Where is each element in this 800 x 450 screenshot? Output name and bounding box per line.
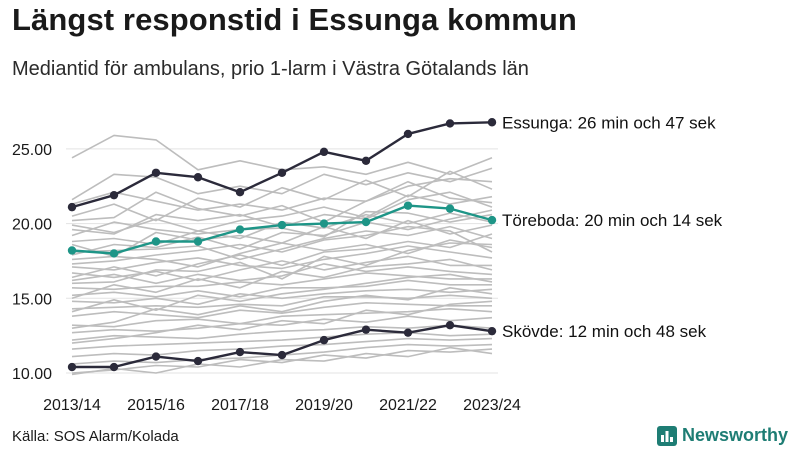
data-point-töreboda (109, 249, 119, 258)
axis-labels-layer: 10.00 15.00 20.00 25.00 2013/14 2015/16 2017/1… (12, 142, 521, 414)
y-tick-label: 10.00 (12, 366, 52, 383)
data-point-töreboda (319, 219, 329, 228)
data-point-skövde (361, 325, 371, 334)
background-series-line (71, 331, 493, 350)
brand-name: Newsworthy (681, 425, 788, 445)
background-series-line (71, 225, 493, 265)
data-point-essunga (193, 173, 203, 182)
background-series-line (71, 279, 492, 298)
data-point-skövde (109, 362, 119, 372)
background-series-line (71, 180, 493, 223)
x-tick-label: 2015/16 (127, 397, 185, 414)
background-series-line (71, 242, 493, 285)
background-series-line (71, 337, 493, 358)
data-point-skövde (445, 320, 455, 330)
data-point-töreboda (193, 237, 203, 246)
y-tick-label: 25.00 (12, 142, 52, 159)
background-series-line (71, 239, 493, 268)
annotation-layer: Essunga: 26 min och 47 sek Töreboda: 20 m… (502, 113, 723, 341)
background-series-line (71, 348, 493, 374)
background-series-line (71, 177, 493, 211)
x-tick-label: 2013/14 (43, 397, 101, 414)
background-series-line (71, 294, 493, 310)
background-series-line (71, 273, 493, 313)
background-series-line (71, 167, 493, 201)
data-point-essunga (235, 187, 245, 197)
background-series-line (71, 324, 493, 341)
data-point-skövde (151, 352, 161, 361)
bar-chart-icon (656, 425, 677, 446)
data-point-skövde (277, 350, 287, 360)
x-tick-label: 2017/18 (211, 397, 269, 414)
data-point-essunga (109, 190, 119, 200)
brand: Newsworthy (656, 425, 788, 446)
data-point-essunga (487, 118, 497, 127)
series-end-label-skövde: Skövde: 12 min och 48 sek (502, 322, 707, 341)
x-tick-label: 2023/24 (463, 397, 521, 414)
data-point-skövde (403, 328, 413, 337)
data-point-essunga (361, 156, 371, 166)
data-point-töreboda (235, 225, 245, 234)
y-tick-label: 20.00 (12, 217, 52, 234)
background-series-line (71, 263, 493, 285)
background-series-layer (71, 134, 493, 376)
data-point-töreboda (445, 204, 455, 213)
page-title: Längst responstid i Essunga kommun (12, 2, 577, 37)
data-point-skövde (67, 362, 77, 372)
data-point-töreboda (487, 215, 497, 225)
data-point-essunga (151, 168, 161, 177)
data-point-essunga (445, 119, 455, 128)
line-chart: 10.00 15.00 20.00 25.00 2013/14 2015/16 2017/1… (12, 113, 723, 414)
x-tick-label: 2021/22 (379, 397, 437, 414)
data-point-essunga (67, 202, 77, 212)
data-point-töreboda (67, 246, 77, 255)
data-point-essunga (319, 147, 329, 157)
x-tick-label: 2019/20 (295, 397, 353, 414)
background-series-line (71, 286, 493, 329)
source-note: Källa: SOS Alarm/Kolada (12, 428, 179, 445)
page-subtitle: Mediantid för ambulans, prio 1-larm i Vä… (12, 58, 529, 80)
background-series-line (71, 288, 493, 306)
data-point-skövde (487, 326, 497, 336)
data-point-skövde (319, 335, 329, 345)
series-end-label-essunga: Essunga: 26 min och 47 sek (502, 113, 716, 132)
data-point-töreboda (403, 201, 413, 210)
background-series-line (71, 225, 493, 261)
background-series-line (71, 346, 493, 376)
series-end-label-töreboda: Töreboda: 20 min och 14 sek (502, 211, 723, 230)
y-tick-label: 15.00 (12, 291, 52, 308)
data-point-töreboda (361, 217, 371, 227)
background-series-line (71, 300, 493, 344)
data-point-skövde (193, 356, 203, 366)
background-series-line (71, 134, 493, 176)
data-point-essunga (277, 168, 287, 177)
background-series-line (71, 170, 493, 222)
data-point-töreboda (151, 237, 161, 246)
background-series-line (71, 233, 493, 279)
background-series-line (71, 315, 493, 334)
highlighted-series-layer (67, 118, 497, 372)
data-point-essunga (403, 129, 413, 139)
data-point-skövde (235, 347, 245, 357)
data-point-töreboda (277, 220, 287, 230)
background-series-line (71, 258, 493, 300)
background-series-line (71, 194, 493, 234)
